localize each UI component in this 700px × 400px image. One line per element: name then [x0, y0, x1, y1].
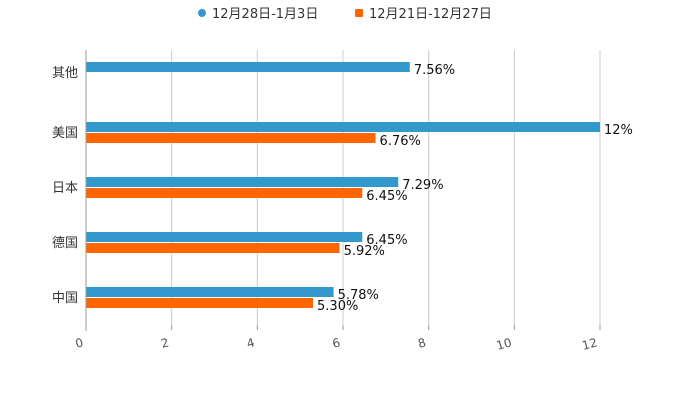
- bar-series-2: [86, 298, 314, 308]
- bar-series-1: [86, 287, 334, 297]
- x-tick-label: 2: [159, 335, 170, 351]
- data-label-series-1: 12%: [604, 123, 633, 138]
- bar-series-1: [86, 177, 399, 187]
- bar-series-2: [86, 133, 376, 143]
- bar-series-2: [86, 243, 340, 253]
- data-label-series-1: 5.78%: [338, 288, 379, 303]
- x-tick-label: 6: [331, 335, 342, 351]
- data-label-series-2: 6.45%: [366, 189, 407, 204]
- category-label: 美国: [52, 126, 78, 141]
- data-label-series-1: 7.56%: [414, 63, 455, 78]
- legend-marker-series-1: [198, 9, 206, 17]
- x-tick-label: 8: [416, 335, 427, 351]
- x-tick-label: 0: [74, 335, 85, 351]
- legend-label-series-1: 12月28日-1月3日: [212, 7, 318, 22]
- data-label-series-2: 5.92%: [344, 244, 385, 259]
- category-label: 日本: [52, 181, 78, 196]
- grid: [171, 50, 601, 325]
- x-tick-label: 12: [580, 335, 598, 352]
- x-tick-label: 10: [495, 335, 513, 352]
- data-label-series-2: 6.76%: [380, 134, 421, 149]
- category-label: 其他: [52, 66, 78, 81]
- data-label-series-1: 7.29%: [402, 178, 443, 193]
- legend-marker-series-2: [355, 9, 363, 17]
- bars: 7.56%12%7.29%6.45%5.78%6.76%6.45%5.92%5.…: [86, 62, 633, 314]
- legend: 12月28日-1月3日 12月21日-12月27日: [198, 7, 492, 22]
- bar-series-1: [86, 62, 410, 72]
- x-axis: 0 2 4 6 8 10 12: [74, 50, 601, 353]
- category-label: 中国: [52, 291, 78, 306]
- bar-series-2: [86, 188, 363, 198]
- legend-label-series-2: 12月21日-12月27日: [369, 7, 492, 22]
- bar-series-1: [86, 122, 600, 132]
- category-label: 德国: [52, 236, 78, 251]
- x-tick-label: 4: [245, 335, 256, 351]
- bar-series-1: [86, 232, 363, 242]
- data-label-series-1: 6.45%: [366, 233, 407, 248]
- data-label-series-2: 5.30%: [317, 299, 358, 314]
